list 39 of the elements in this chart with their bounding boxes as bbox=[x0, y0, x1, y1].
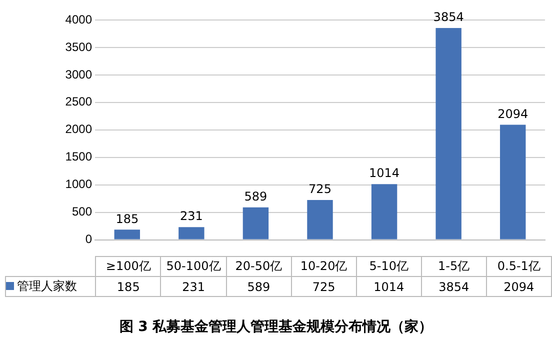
x-tick-label: 1-5亿 bbox=[421, 256, 486, 276]
y-tick-label: 2000 bbox=[65, 122, 92, 136]
bar bbox=[178, 227, 204, 240]
x-tick-label: 20-50亿 bbox=[226, 256, 292, 276]
text: 589 bbox=[226, 276, 292, 296]
text: 725 bbox=[291, 276, 356, 296]
x-tick-label: ≥100亿 bbox=[96, 256, 161, 276]
data-label: 231 bbox=[180, 209, 203, 224]
text: 1014 bbox=[356, 276, 422, 296]
bar bbox=[500, 124, 526, 240]
y-tick-label: 500 bbox=[72, 204, 92, 219]
text: 2094 bbox=[486, 276, 552, 296]
data-label: 2094 bbox=[498, 106, 528, 121]
bar bbox=[436, 28, 462, 240]
x-tick-label: 10-20亿 bbox=[291, 256, 356, 276]
data-label: 589 bbox=[244, 190, 268, 204]
text: 图 3 私募基金管理人管理基金规模分布情况（家） bbox=[118, 318, 434, 336]
bar bbox=[371, 184, 398, 240]
bar bbox=[242, 207, 269, 240]
legend-label: 管理人家数 bbox=[6, 276, 96, 296]
x-tick-label: 0.5-1亿 bbox=[486, 256, 552, 276]
x-tick-label: 5-10亿 bbox=[356, 256, 422, 276]
data-label: 3854 bbox=[433, 10, 464, 24]
bar bbox=[307, 200, 333, 240]
y-tick-label: 3500 bbox=[65, 40, 92, 54]
y-tick-label: 4000 bbox=[65, 12, 92, 26]
data-label: 725 bbox=[308, 182, 332, 196]
y-tick-label: 3000 bbox=[65, 67, 92, 82]
data-label: 185 bbox=[116, 212, 139, 226]
y-tick-label: 0 bbox=[85, 232, 92, 246]
y-tick-label: 1000 bbox=[65, 177, 92, 192]
bar bbox=[114, 230, 140, 240]
y-tick-label: 2500 bbox=[65, 94, 92, 109]
text: 231 bbox=[160, 276, 226, 296]
y-tick-label: 1500 bbox=[65, 150, 92, 164]
x-tick-label: 50-100亿 bbox=[160, 256, 226, 276]
text: 3854 bbox=[421, 276, 486, 296]
data-label: 1014 bbox=[369, 166, 400, 180]
text: 185 bbox=[96, 276, 161, 296]
